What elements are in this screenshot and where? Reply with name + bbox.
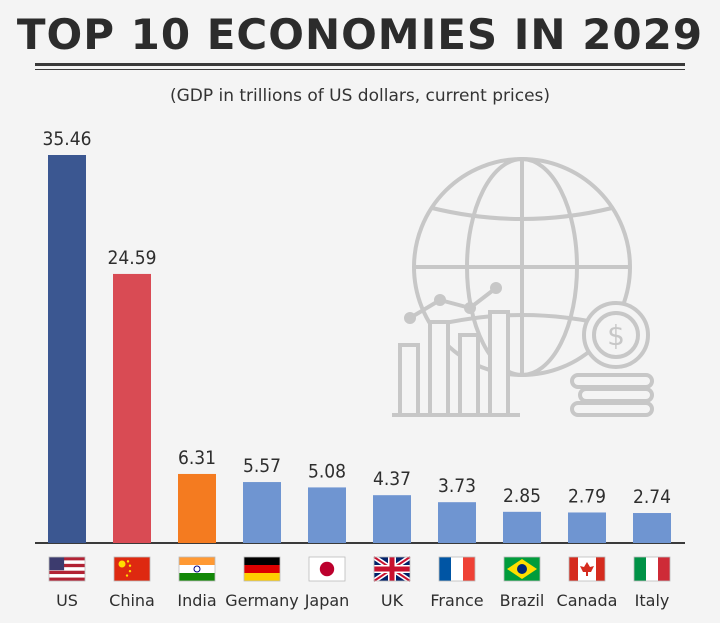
- value-label-brazil: 2.85: [503, 485, 541, 507]
- bars-layer: [48, 155, 671, 543]
- bar-chart-icon: [392, 282, 520, 417]
- bar-france: [438, 502, 476, 543]
- chart-subtitle: (GDP in trillions of US dollars, current…: [169, 86, 551, 106]
- japan-flag-icon: [308, 556, 346, 582]
- bar-brazil: [503, 511, 541, 543]
- category-label-uk: UK: [381, 591, 404, 610]
- value-label-canada: 2.79: [568, 485, 606, 507]
- value-label-italy: 2.74: [633, 486, 671, 508]
- bar-japan: [308, 487, 346, 543]
- bar-uk: [373, 495, 411, 543]
- uk-flag-icon: [372, 554, 412, 584]
- value-label-france: 3.73: [438, 475, 476, 497]
- bar-india: [178, 473, 216, 543]
- title-underline: [35, 63, 685, 66]
- brazil-flag-icon: [503, 556, 541, 582]
- china-flag-icon: [113, 556, 151, 582]
- svg-text:$: $: [607, 319, 625, 352]
- chart-title: TOP 10 ECONOMIES IN 2029: [16, 10, 704, 59]
- category-label-china: China: [109, 591, 155, 610]
- category-label-japan: Japan: [304, 591, 350, 610]
- category-label-canada: Canada: [557, 591, 618, 610]
- value-labels-layer: 35.46 24.59 6.31 5.57 5.08 4.37 3.73 2.85 2.79 2.…: [43, 128, 671, 508]
- flags-layer: [48, 554, 671, 584]
- value-label-us: 35.46: [43, 128, 92, 150]
- category-label-us: US: [56, 591, 78, 610]
- dollar-coin-icon: $: [570, 301, 654, 417]
- value-label-japan: 5.08: [308, 460, 346, 482]
- category-label-italy: Italy: [635, 591, 670, 610]
- bar-germany: [243, 482, 281, 543]
- value-label-germany: 5.57: [243, 455, 281, 477]
- finance-illustration: $: [392, 157, 654, 417]
- bar-china: [113, 273, 151, 543]
- value-label-uk: 4.37: [373, 468, 411, 490]
- category-label-brazil: Brazil: [500, 591, 545, 610]
- france-flag-icon: [438, 556, 476, 582]
- bar-us: [48, 155, 86, 543]
- bar-canada: [568, 512, 606, 543]
- category-labels-layer: US China India Germany Japan UK France Brazil Ca…: [56, 591, 669, 610]
- italy-flag-icon: [633, 556, 671, 582]
- category-label-france: France: [430, 591, 483, 610]
- category-label-india: India: [177, 591, 216, 610]
- canada-flag-icon: [568, 556, 606, 582]
- category-label-germany: Germany: [225, 591, 299, 610]
- value-label-india: 6.31: [178, 447, 216, 469]
- title-underline-thin: [35, 69, 685, 70]
- germany-flag-icon: [243, 556, 281, 582]
- india-flag-icon: [178, 556, 216, 582]
- bar-italy: [633, 513, 671, 543]
- value-label-china: 24.59: [108, 247, 157, 269]
- us-flag-icon: [48, 556, 86, 582]
